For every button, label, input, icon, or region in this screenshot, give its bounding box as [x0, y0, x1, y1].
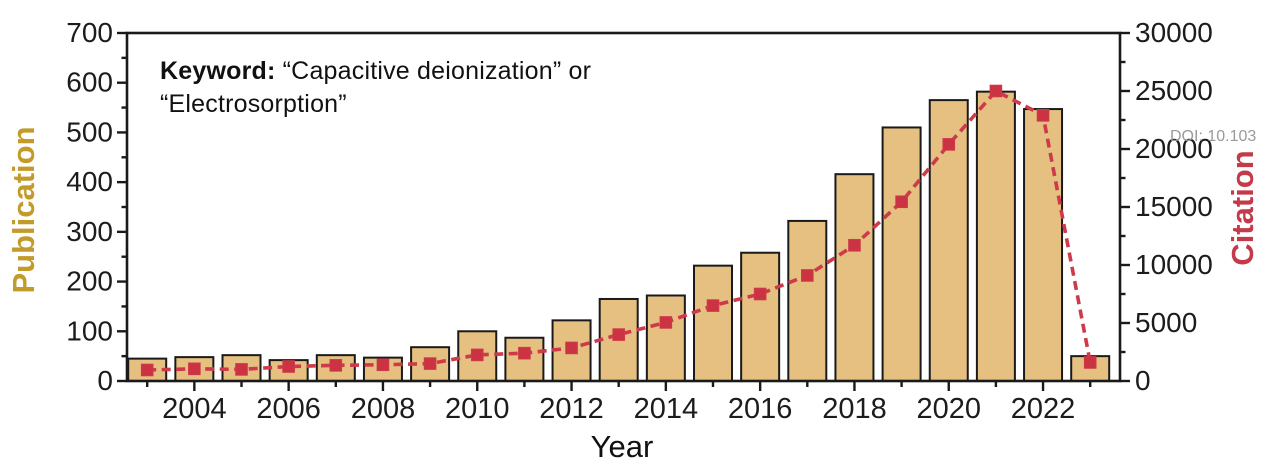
x-axis-title: Year — [591, 429, 654, 464]
citation-marker-2021 — [989, 84, 1003, 98]
right-tick-label: 0 — [1135, 365, 1151, 396]
left-tick-label: 700 — [66, 17, 113, 48]
x-tick-label: 2008 — [351, 393, 416, 425]
citation-marker-2017 — [801, 269, 814, 282]
keyword-annotation-bold: Keyword: — [160, 57, 276, 85]
right-tick-label: 15000 — [1135, 191, 1213, 222]
keyword-annotation-line1: “Capacitive deionization” or — [275, 57, 592, 85]
citation-marker-2011 — [518, 346, 531, 360]
citation-polyline — [147, 88, 1092, 372]
citation-marker-2009 — [423, 357, 437, 370]
x-tick-label: 2004 — [162, 393, 227, 425]
citation-marker-2006 — [282, 360, 295, 373]
right-tick-label: 5000 — [1135, 307, 1197, 338]
citation-marker-2012 — [565, 341, 578, 355]
citation-marker-2014 — [659, 316, 673, 329]
x-tick-label: 2010 — [445, 393, 510, 425]
bar-2019 — [881, 126, 922, 383]
right-tick-label: 25000 — [1135, 75, 1213, 106]
bar-2022 — [1023, 108, 1064, 382]
bar-2017 — [787, 219, 828, 382]
bar-2021 — [975, 90, 1016, 382]
citation-marker-2020 — [942, 138, 956, 151]
right-tick-label: 10000 — [1135, 249, 1213, 280]
keyword-annotation-line2: “Electrosorption” — [160, 90, 347, 118]
left-tick-label: 500 — [66, 116, 113, 147]
keyword-annotation: Keyword: “Capacitive deionization” or “E… — [160, 55, 720, 121]
citation-marker-2015 — [706, 299, 720, 312]
left-tick-label: 100 — [66, 315, 113, 346]
left-tick-label: 0 — [97, 365, 113, 396]
left-tick-label: 300 — [66, 216, 113, 247]
left-axis-title: Publication — [6, 126, 41, 294]
left-tick-label: 600 — [66, 67, 113, 98]
right-tick-label: 20000 — [1135, 133, 1213, 164]
citation-marker-2003 — [140, 363, 154, 377]
left-tick-label: 200 — [66, 266, 113, 297]
bar-2016 — [740, 251, 781, 382]
citation-marker-2007 — [329, 359, 343, 372]
citation-marker-2013 — [612, 328, 626, 341]
citation-line — [140, 84, 1097, 377]
x-tick-label: 2012 — [539, 393, 604, 425]
citation-marker-2023 — [1083, 356, 1097, 369]
citation-marker-2010 — [470, 348, 484, 362]
x-tick-label: 2006 — [256, 393, 321, 425]
x-tick-label: 2018 — [822, 393, 887, 425]
axis-ticks — [117, 31, 1130, 391]
left-tick-label: 400 — [66, 166, 113, 197]
bar-2014 — [645, 294, 686, 382]
citation-marker-2018 — [848, 238, 861, 252]
citation-marker-2022 — [1036, 109, 1050, 122]
bar-2015 — [693, 264, 733, 383]
citation-marker-2016 — [753, 287, 767, 301]
citation-marker-2019 — [895, 195, 908, 209]
doi-watermark: DOI: 10.103 — [1170, 128, 1257, 145]
x-tick-label: 2020 — [916, 393, 981, 425]
bar-2018 — [834, 173, 875, 382]
right-tick-label: 30000 — [1135, 17, 1213, 48]
x-tick-label: 2016 — [728, 393, 793, 425]
citation-marker-2005 — [235, 363, 248, 376]
x-tick-label: 2014 — [634, 393, 699, 425]
citation-marker-2008 — [376, 358, 390, 372]
citation-marker-2004 — [188, 362, 201, 376]
x-tick-label: 2022 — [1011, 393, 1076, 425]
axis-tick-labels: 0 100 200 300 400 500 600 700 0 5000 10000 15000 200… — [66, 17, 1213, 425]
